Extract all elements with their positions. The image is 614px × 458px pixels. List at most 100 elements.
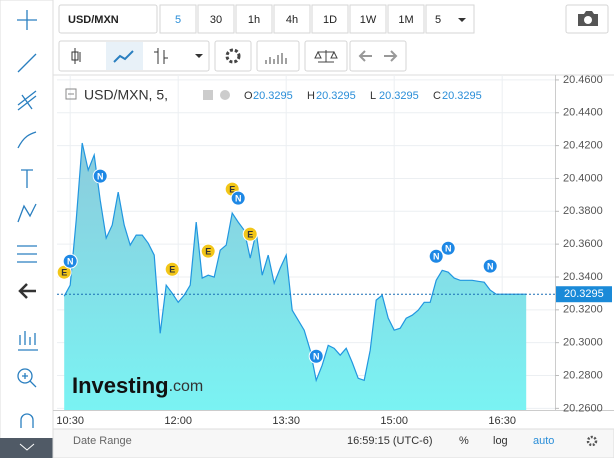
event-marker[interactable] [308, 348, 324, 364]
interval-button[interactable] [349, 4, 387, 34]
interval-label: 1D [323, 14, 337, 26]
ohlc-value: 20.3295 [316, 90, 356, 102]
magnet-tool[interactable] [20, 413, 34, 428]
collapse[interactable] [0, 438, 53, 458]
interval-label: 1M [398, 14, 413, 26]
price-line [63, 142, 527, 383]
dropdown[interactable] [195, 54, 203, 58]
brand: Investing [72, 373, 169, 398]
last-price-label: 20.3295 [564, 288, 604, 300]
bar-icon [154, 48, 168, 64]
undo-redo[interactable] [349, 40, 407, 72]
y-tick-label: 20.4200 [563, 140, 603, 152]
brush-tool[interactable] [17, 131, 37, 149]
event-marker[interactable] [92, 168, 108, 184]
fib-tool[interactable] [17, 90, 37, 111]
left-toolbar [0, 0, 54, 458]
event-label: N [235, 194, 242, 204]
x-tick-label: 16:30 [488, 415, 516, 427]
top-toolbar: USD/MXN 5 30 1h 4h 1D 1W 1M 5 [58, 4, 609, 72]
auto-toggle[interactable]: auto [533, 435, 554, 447]
interval-label: 5 [435, 14, 441, 26]
event-label: E [247, 229, 253, 239]
area-icon [113, 50, 134, 63]
settings-icon[interactable] [220, 90, 230, 100]
collapse-icon [19, 443, 35, 451]
y-tick-label: 20.3200 [563, 304, 603, 316]
event-label: N [97, 172, 104, 182]
interval-label: 5 [175, 14, 181, 26]
interval-button[interactable] [273, 4, 311, 34]
text-tool[interactable] [21, 169, 33, 188]
interval-button[interactable] [197, 4, 235, 34]
candle-icon [71, 48, 81, 64]
collapse-legend[interactable] [65, 88, 77, 100]
measure-tool[interactable] [18, 331, 38, 351]
ohlc-key: H [307, 90, 315, 102]
event-marker[interactable] [440, 240, 456, 256]
event-marker[interactable] [482, 258, 498, 274]
ohlc-value: 20.3295 [253, 90, 293, 102]
zoom-tool[interactable] [22, 373, 37, 388]
event-label: E [169, 265, 175, 275]
y-axis-line [555, 75, 556, 410]
event-marker[interactable] [230, 190, 246, 206]
percent-toggle[interactable]: % [459, 435, 469, 447]
event-marker[interactable] [164, 261, 180, 277]
y-tick-label: 20.4000 [563, 172, 603, 184]
date-range[interactable]: Date Range [73, 435, 132, 447]
x-tick-label: 12:00 [164, 415, 192, 427]
pattern-tool[interactable] [17, 203, 37, 223]
ohlc-key: C [433, 90, 441, 102]
interval-label: 30 [210, 14, 222, 26]
crosshair-tool[interactable] [17, 10, 37, 30]
y-tick-label: 20.2600 [563, 402, 603, 414]
y-tick-label: 20.3800 [563, 205, 603, 217]
event-marker[interactable] [428, 248, 444, 264]
symbol-box[interactable] [58, 4, 158, 34]
tool-icons [17, 10, 38, 428]
undo-redo-icons [358, 50, 398, 62]
x-tick-label: 13:30 [272, 415, 300, 427]
event-label: N [313, 352, 320, 362]
interval-label: 4h [286, 14, 298, 26]
log-toggle[interactable]: log [493, 435, 508, 447]
x-tick-label: 15:00 [380, 415, 408, 427]
ohlc-value: 20.3295 [442, 90, 482, 102]
y-tick-label: 20.3000 [563, 337, 603, 349]
back-tool[interactable] [18, 283, 36, 299]
area-fill [64, 143, 527, 410]
watermark-brand: Investing.com [72, 373, 203, 398]
footer-settings[interactable] [586, 435, 598, 447]
area-active [106, 42, 143, 70]
event-label: E [229, 184, 235, 194]
y-tick-label: 20.4400 [563, 107, 603, 119]
x-tick-label: 10:30 [56, 415, 84, 427]
eye-icon[interactable] [203, 90, 213, 100]
interval-button[interactable] [159, 4, 197, 34]
settings-button[interactable] [214, 40, 252, 72]
event-label: N [487, 261, 494, 271]
interval-button[interactable] [425, 4, 475, 34]
x-axis-line [53, 410, 614, 411]
indicators-icon [265, 53, 287, 64]
event-marker[interactable] [242, 226, 258, 242]
line-tool[interactable] [17, 53, 37, 73]
interval-label: 1W [360, 14, 377, 26]
interval-button[interactable] [311, 4, 349, 34]
gann-tool[interactable] [17, 245, 37, 263]
symbol: USD/MXN [68, 14, 119, 26]
legend-title: USD/MXN, 5, [84, 87, 168, 103]
event-marker[interactable] [62, 253, 78, 269]
interval-button[interactable] [387, 4, 425, 34]
y-tick-label: 20.3400 [563, 271, 603, 283]
interval-dropdown[interactable] [458, 18, 466, 22]
event-marker[interactable] [200, 243, 216, 259]
interval-button[interactable] [235, 4, 273, 34]
footer [52, 428, 614, 458]
y-tick-label: 20.4600 [563, 74, 603, 86]
event-label: E [61, 268, 67, 278]
interval-label: 1h [248, 14, 260, 26]
